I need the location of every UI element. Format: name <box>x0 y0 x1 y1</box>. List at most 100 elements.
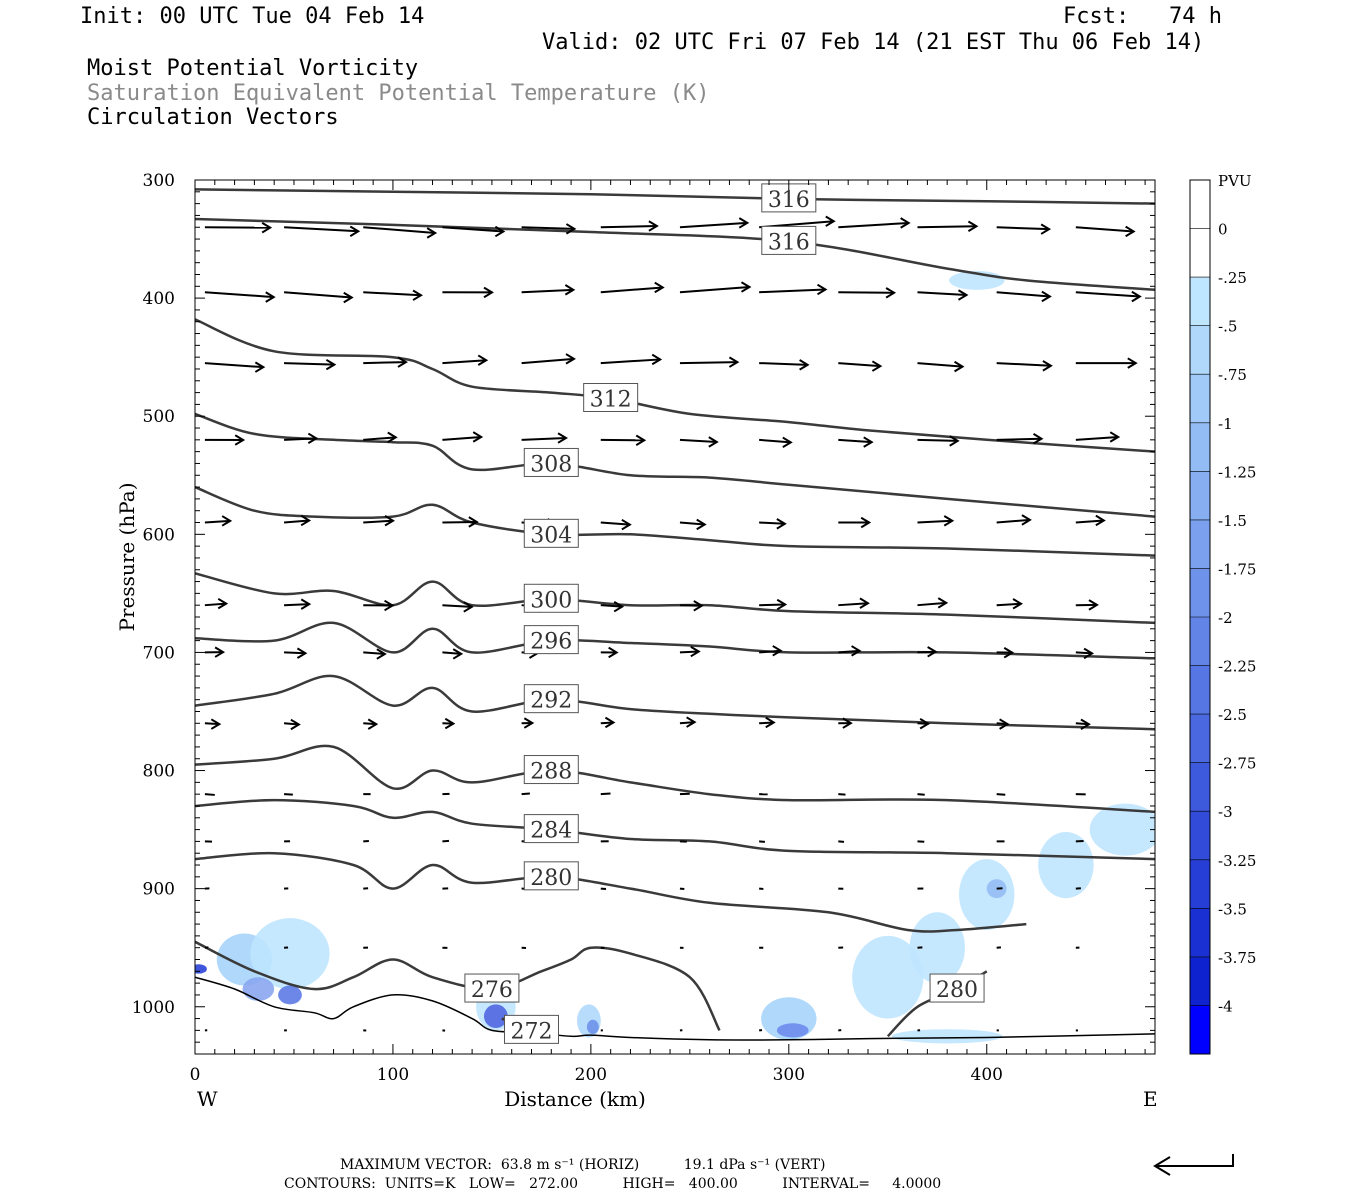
contour-label-10: 280 <box>530 866 572 891</box>
vector-shaft <box>284 226 359 233</box>
vector-head <box>863 436 874 448</box>
vector-head <box>472 431 484 443</box>
vector-shaft <box>759 721 774 725</box>
vector-shaft <box>363 226 436 234</box>
x-tick-label: 100 <box>377 1065 409 1085</box>
colorbar-segment-7 <box>1190 519 1210 569</box>
vector-shaft <box>917 438 958 442</box>
vector-shaft <box>442 839 450 843</box>
vector-shaft <box>759 603 786 607</box>
vector-head <box>214 646 226 658</box>
vector-head <box>871 360 883 372</box>
mpv-shade-2 <box>242 977 275 1001</box>
mpv-shade-15 <box>1089 803 1155 856</box>
contour-label-box-2 <box>583 383 639 412</box>
vector-shaft <box>996 291 1050 298</box>
colorbar-level-label: -.75 <box>1218 366 1247 384</box>
vector-head <box>648 220 659 232</box>
colorbar-segment-11 <box>1190 714 1210 763</box>
vector-shaft <box>917 362 963 368</box>
vector-head <box>740 281 752 293</box>
contour-line-3 <box>195 412 1155 518</box>
vector-head <box>799 359 810 371</box>
contour-label-3: 308 <box>530 452 572 477</box>
contour-label-box-1 <box>761 225 817 255</box>
vector-shaft <box>204 519 231 524</box>
vector-head <box>696 518 707 531</box>
vector-head <box>1127 357 1138 369</box>
vector-shaft <box>521 288 574 294</box>
vector-head <box>686 716 697 728</box>
vector-head <box>376 648 387 660</box>
contour-line-9 <box>195 798 1155 861</box>
vector-head <box>776 598 788 611</box>
contour-label-2: 312 <box>590 388 632 413</box>
vector-head <box>564 284 576 296</box>
max-vector-text: MAXIMUM VECTOR: 63.8 m s⁻¹ (HORIZ) 19.1 … <box>340 1157 826 1173</box>
colorbar-level-label: -2.5 <box>1218 706 1247 724</box>
y-tick-label: 300 <box>143 171 175 191</box>
colorbar-segment-16 <box>1190 956 1210 1006</box>
vector-shaft <box>917 225 977 229</box>
colorbar-level-label: -3.75 <box>1218 949 1256 967</box>
x-tick-label: 200 <box>575 1065 607 1085</box>
y-tick-label: 700 <box>143 643 175 663</box>
contour-label-box-10 <box>523 861 579 891</box>
forecast-hour: Fcst: 74 h <box>1063 4 1222 29</box>
vector-shaft <box>600 286 663 294</box>
vector-shaft <box>204 291 274 299</box>
vector-head <box>290 718 301 731</box>
terrain-surface <box>195 976 1155 1041</box>
mpv-shade-1 <box>250 918 330 990</box>
vector-head <box>776 518 787 530</box>
mpv-shade-18 <box>195 964 207 974</box>
vector-shaft <box>521 357 575 365</box>
y-tick-label: 600 <box>143 525 175 545</box>
vector-shaft <box>759 649 781 654</box>
mpv-shade-6 <box>577 1004 601 1038</box>
vector-shaft <box>679 721 695 725</box>
valid-time: Valid: 02 UTC Fri 07 Feb 14 (21 EST Thu … <box>542 30 1205 55</box>
vector-head <box>1032 433 1044 445</box>
colorbar-level-label: -1.75 <box>1218 560 1256 578</box>
west-label: W <box>197 1087 218 1111</box>
contour-line-8 <box>195 744 1155 814</box>
colorbar-segment-3 <box>1190 325 1210 375</box>
vector-shaft <box>283 722 299 726</box>
vector-shaft <box>759 362 808 366</box>
colorbar-segment-17 <box>1190 1005 1210 1054</box>
colorbar-level-label: -1 <box>1218 415 1233 433</box>
vector-shaft <box>600 358 661 365</box>
x-tick-label: 0 <box>190 1065 201 1085</box>
contour-label-0: 316 <box>768 188 810 213</box>
vector-head <box>651 353 663 366</box>
vector-shaft <box>521 792 530 796</box>
vector-head <box>234 434 246 446</box>
colorbar-segment-14 <box>1190 859 1210 909</box>
vector-shaft <box>363 519 394 524</box>
vector-shaft <box>996 518 1031 524</box>
vector-shaft <box>679 286 750 294</box>
mpv-shade-7 <box>586 1019 599 1034</box>
vector-shaft <box>521 437 567 441</box>
mpv-shading <box>195 270 1155 1044</box>
contour-label-box-5 <box>523 583 579 613</box>
vector-head <box>654 281 665 294</box>
vector-shaft <box>1075 226 1134 233</box>
colorbar-level-label: -4 <box>1218 997 1233 1015</box>
vector-shaft <box>1075 519 1104 524</box>
vector-head <box>693 600 704 612</box>
contour-label-4: 304 <box>530 523 572 548</box>
vector-head <box>949 435 960 447</box>
colorbar-level-label: -3.5 <box>1218 900 1247 918</box>
contour-line-5 <box>195 572 1155 625</box>
y-axis-label: Pressure (hPa) <box>115 483 139 632</box>
vector-shaft <box>1075 291 1140 298</box>
vector-head <box>217 597 229 610</box>
contour-label-8: 288 <box>530 760 572 785</box>
vector-shaft <box>679 521 705 526</box>
vector-shaft <box>600 604 623 608</box>
mpv-shade-9 <box>776 1023 809 1038</box>
vector-head <box>1125 225 1136 238</box>
east-label: E <box>1143 1087 1158 1111</box>
